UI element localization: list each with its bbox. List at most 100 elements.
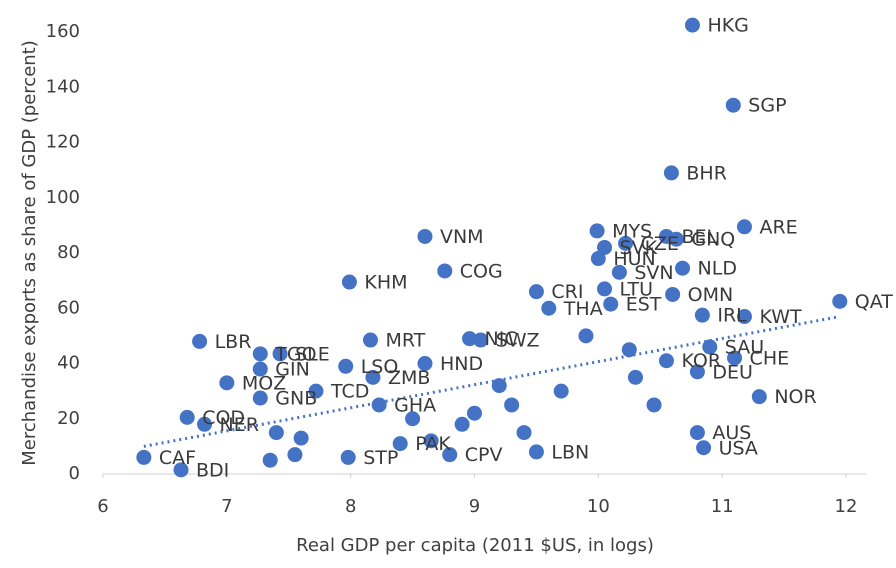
point-label: MYS	[612, 220, 652, 242]
point-label: GNB	[275, 388, 317, 410]
point	[340, 449, 356, 465]
point	[665, 286, 681, 302]
point	[668, 231, 684, 247]
point	[262, 452, 278, 468]
point-label: SGP	[748, 95, 786, 117]
point-label: QAT	[855, 291, 893, 313]
point	[293, 430, 309, 446]
y-axis-title: Merchandise exports as share of GDP (per…	[19, 40, 40, 466]
point-label: HUN	[613, 248, 655, 270]
x-tick-label: 9	[469, 496, 480, 517]
point	[603, 296, 619, 312]
y-tick-label: 120	[46, 132, 80, 153]
point	[308, 383, 324, 399]
point	[727, 350, 743, 366]
point-label: LBR	[215, 331, 252, 353]
point-label: CPV	[465, 444, 503, 466]
point	[597, 239, 613, 255]
point	[736, 219, 752, 235]
point	[392, 436, 408, 452]
point	[684, 17, 700, 33]
point	[528, 284, 544, 300]
point-label: TCD	[330, 381, 369, 403]
point-label: TGO	[274, 343, 316, 365]
point-label: ZMB	[388, 367, 430, 389]
point	[621, 342, 637, 358]
point	[553, 383, 569, 399]
point	[578, 328, 594, 344]
point	[272, 346, 288, 362]
y-tick-label: 140	[46, 76, 80, 97]
point-label: SLE	[295, 343, 330, 365]
point-label: CAF	[159, 447, 196, 469]
point	[462, 331, 478, 347]
point-label: CRI	[551, 281, 583, 303]
y-tick-label: 0	[69, 463, 80, 484]
x-tick-label: 7	[221, 496, 232, 517]
point-label: MRT	[385, 330, 425, 352]
point-label: MOZ	[242, 372, 286, 394]
point	[252, 390, 268, 406]
point	[417, 228, 433, 244]
point	[417, 356, 433, 372]
point	[663, 165, 679, 181]
point	[192, 333, 208, 349]
point-label: THA	[563, 298, 603, 320]
point-label: SAU	[725, 336, 764, 358]
point	[751, 389, 767, 405]
point	[528, 444, 544, 460]
point	[702, 339, 718, 355]
point	[832, 293, 848, 309]
point	[197, 416, 213, 432]
point	[618, 235, 634, 251]
point-label: GIN	[275, 359, 310, 381]
x-axis-title: Real GDP per capita (2011 $US, in logs)	[296, 535, 654, 556]
point-label: NIC	[485, 328, 518, 350]
x-tick-label: 8	[345, 496, 356, 517]
point-label: KOR	[681, 350, 721, 372]
point	[597, 281, 613, 297]
point	[646, 397, 662, 413]
point-label: COG	[460, 260, 503, 282]
point-label: STP	[363, 447, 398, 469]
point	[627, 369, 643, 385]
point	[611, 264, 627, 280]
point	[725, 97, 741, 113]
x-tick-label: 10	[587, 496, 610, 517]
point	[589, 223, 605, 239]
point	[287, 447, 303, 463]
point-label: BHR	[686, 162, 727, 184]
point	[219, 375, 235, 391]
point	[362, 332, 378, 348]
point	[658, 353, 674, 369]
point	[736, 309, 752, 325]
x-tick-label: 6	[97, 496, 108, 517]
point	[696, 440, 712, 456]
y-tick-label: 100	[46, 187, 80, 208]
point	[423, 433, 439, 449]
y-tick-label: 80	[57, 242, 80, 263]
point	[516, 425, 532, 441]
point-label: USA	[719, 437, 758, 459]
point	[689, 364, 705, 380]
point-label: SVN	[634, 262, 673, 284]
point	[473, 332, 489, 348]
point-label: LBN	[551, 441, 589, 463]
point-label: NOR	[774, 386, 816, 408]
point-label: LSO	[361, 356, 399, 378]
point	[590, 251, 606, 267]
point-label: COD	[202, 407, 245, 429]
point	[467, 405, 482, 421]
point-label: CZE	[641, 233, 679, 255]
y-tick-label: 20	[57, 408, 80, 429]
point	[365, 369, 381, 385]
point	[491, 378, 507, 394]
point	[173, 462, 189, 478]
point	[689, 425, 705, 441]
point	[179, 409, 195, 425]
trendline	[143, 315, 841, 448]
point	[252, 361, 268, 377]
point-label: HKG	[707, 15, 748, 37]
point-label: PAK	[415, 433, 451, 455]
